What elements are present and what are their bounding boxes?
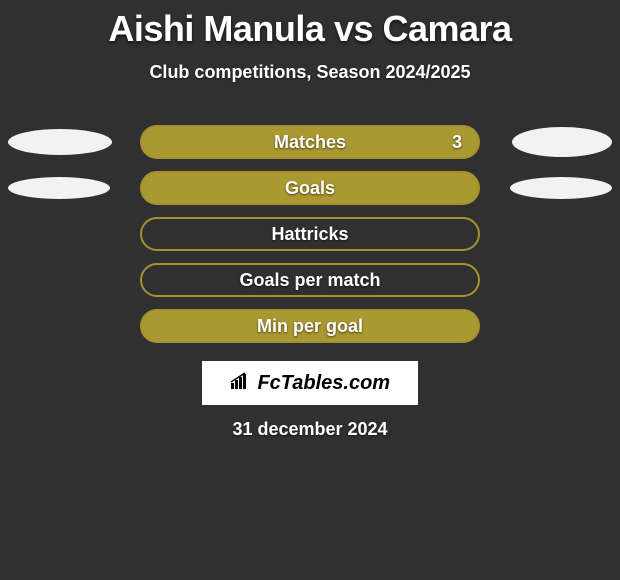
page-title: Aishi Manula vs Camara: [0, 0, 620, 50]
left-ellipse: [8, 129, 112, 155]
row-hattricks: Hattricks: [0, 217, 620, 251]
credit-text: FcTables.com: [257, 372, 390, 394]
stat-bar: Matches 3: [140, 125, 480, 159]
date-line: 31 december 2024: [0, 419, 620, 440]
row-goals-per-match: Goals per match: [0, 263, 620, 297]
row-min-per-goal: Min per goal: [0, 309, 620, 343]
right-ellipse: [512, 127, 612, 157]
stat-label: Goals per match: [239, 270, 380, 291]
left-ellipse: [8, 177, 110, 199]
row-matches: Matches 3: [0, 125, 620, 159]
stat-bar: Hattricks: [140, 217, 480, 251]
stat-value: 3: [452, 132, 462, 153]
stat-label: Goals: [285, 178, 335, 199]
stat-label: Hattricks: [271, 224, 348, 245]
subtitle: Club competitions, Season 2024/2025: [0, 62, 620, 83]
stat-bar: Min per goal: [140, 309, 480, 343]
right-ellipse: [510, 177, 612, 199]
row-goals: Goals: [0, 171, 620, 205]
stat-label: Matches: [274, 132, 346, 153]
comparison-rows: Matches 3 Goals Hattricks Goals per matc…: [0, 125, 620, 343]
chart-bars-icon: [230, 372, 252, 396]
stat-label: Min per goal: [257, 316, 363, 337]
stat-bar: Goals: [140, 171, 480, 205]
stat-bar: Goals per match: [140, 263, 480, 297]
credit-badge: FcTables.com: [202, 361, 418, 405]
